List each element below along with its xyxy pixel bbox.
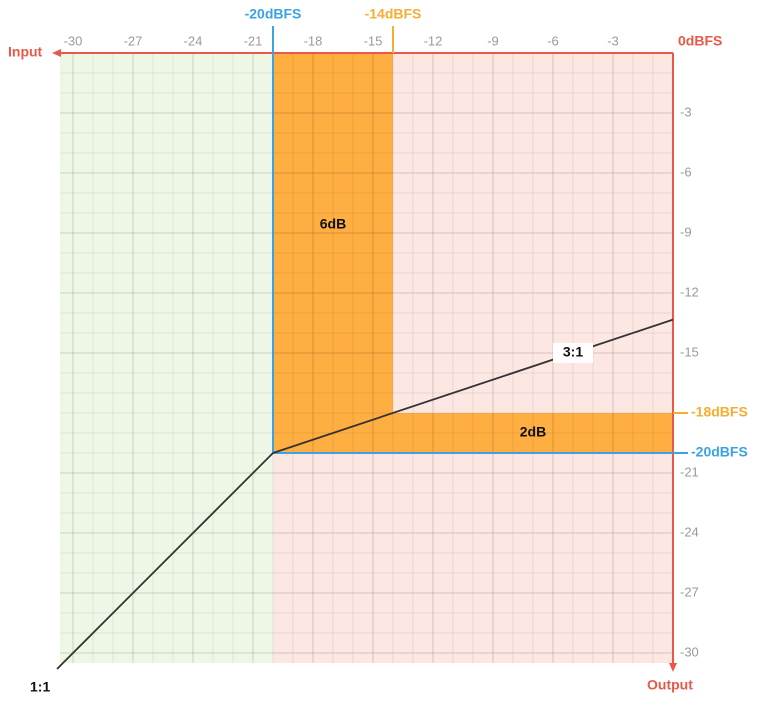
y-tick-label: -9 bbox=[680, 224, 692, 239]
x-tick-label: -3 bbox=[607, 33, 619, 48]
origin-label: 0dBFS bbox=[678, 33, 722, 49]
x-tick-label: -6 bbox=[547, 33, 559, 48]
y-tick-label: -15 bbox=[680, 344, 699, 359]
line-series bbox=[56, 452, 274, 670]
band bbox=[273, 53, 393, 453]
y-tick-label: -6 bbox=[680, 164, 692, 179]
y-tick-label: -30 bbox=[680, 644, 699, 659]
x-tick-label: -27 bbox=[124, 33, 143, 48]
x-axis-arrow bbox=[52, 49, 61, 57]
y-tick-label: -27 bbox=[680, 584, 699, 599]
x-tick-label: -9 bbox=[487, 33, 499, 48]
series-label-box bbox=[553, 342, 593, 363]
y-axis-label: Output bbox=[647, 677, 693, 693]
band-label: 2dB bbox=[520, 424, 546, 440]
x-tick-label: -15 bbox=[364, 33, 383, 48]
line-series bbox=[272, 318, 674, 454]
x-axis-label: Input bbox=[8, 44, 43, 60]
y-axis-arrow bbox=[669, 663, 677, 672]
x-tick-label: -24 bbox=[184, 33, 203, 48]
series-label: 1:1 bbox=[30, 679, 50, 695]
x-tick-label: -18 bbox=[304, 33, 323, 48]
y-marker-label: -20dBFS bbox=[691, 444, 748, 460]
x-marker-label: -14dBFS bbox=[365, 6, 422, 22]
y-tick-label: -24 bbox=[680, 524, 699, 539]
band bbox=[393, 413, 673, 453]
band-label: 6dB bbox=[320, 216, 346, 232]
y-tick-label: -21 bbox=[680, 464, 699, 479]
zone bbox=[60, 53, 273, 663]
series-label: 3:1 bbox=[563, 344, 583, 360]
x-tick-label: -21 bbox=[244, 33, 263, 48]
x-tick-label: -30 bbox=[64, 33, 83, 48]
x-marker-label: -20dBFS bbox=[245, 6, 302, 22]
x-tick-label: -12 bbox=[424, 33, 443, 48]
y-marker-label: -18dBFS bbox=[691, 404, 748, 420]
y-tick-label: -3 bbox=[680, 104, 692, 119]
y-tick-label: -12 bbox=[680, 284, 699, 299]
